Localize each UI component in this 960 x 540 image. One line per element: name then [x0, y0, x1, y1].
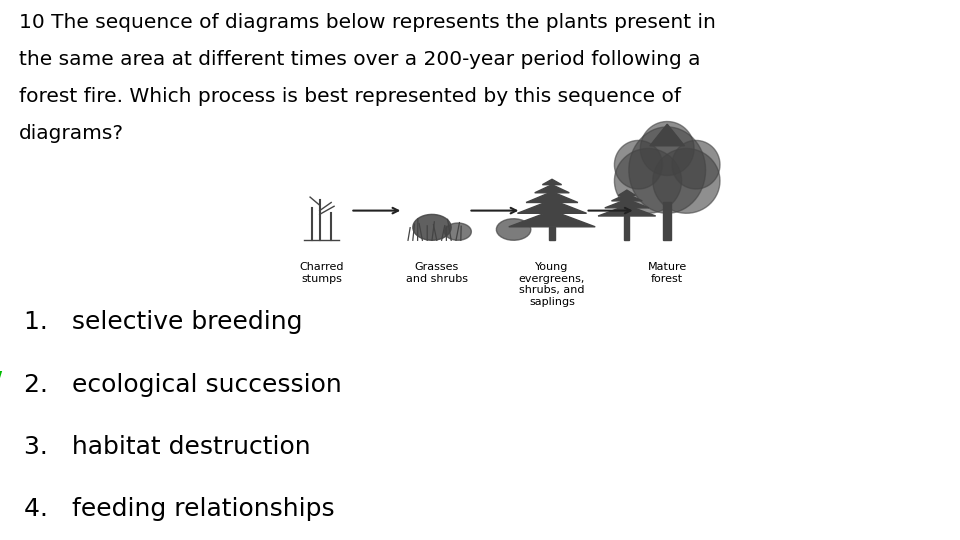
Polygon shape	[526, 192, 578, 202]
Polygon shape	[444, 223, 471, 240]
Polygon shape	[496, 219, 531, 240]
Polygon shape	[413, 214, 451, 240]
Polygon shape	[605, 199, 649, 208]
Text: forest fire. Which process is best represented by this sequence of: forest fire. Which process is best repre…	[19, 87, 682, 106]
Polygon shape	[629, 127, 706, 213]
Text: the same area at different times over a 200-year period following a: the same area at different times over a …	[19, 50, 701, 69]
Text: 4.   feeding relationships: 4. feeding relationships	[24, 497, 335, 521]
Polygon shape	[640, 122, 694, 176]
Polygon shape	[672, 140, 720, 189]
Text: /: /	[0, 370, 3, 398]
Polygon shape	[542, 179, 562, 185]
Text: Young
evergreens,
shrubs, and
saplings: Young evergreens, shrubs, and saplings	[518, 262, 586, 307]
Bar	[663, 202, 671, 240]
Polygon shape	[614, 148, 682, 213]
Text: 10 The sequence of diagrams below represents the plants present in: 10 The sequence of diagrams below repres…	[19, 14, 716, 32]
Polygon shape	[653, 148, 720, 213]
Text: Mature
forest: Mature forest	[648, 262, 686, 284]
Polygon shape	[614, 140, 662, 189]
Bar	[549, 227, 555, 240]
Text: 3.   habitat destruction: 3. habitat destruction	[24, 435, 311, 458]
Text: Grasses
and shrubs: Grasses and shrubs	[406, 262, 468, 284]
Polygon shape	[517, 200, 587, 213]
Text: diagrams?: diagrams?	[19, 124, 124, 143]
Bar	[624, 216, 629, 240]
Text: 2.   ecological succession: 2. ecological succession	[24, 373, 342, 396]
Polygon shape	[618, 190, 636, 195]
Text: Charred
stumps: Charred stumps	[300, 262, 344, 284]
Polygon shape	[612, 194, 642, 201]
Polygon shape	[535, 185, 569, 193]
Polygon shape	[598, 205, 656, 216]
Polygon shape	[509, 211, 595, 227]
Polygon shape	[650, 124, 684, 146]
Text: 1.   selective breeding: 1. selective breeding	[24, 310, 302, 334]
